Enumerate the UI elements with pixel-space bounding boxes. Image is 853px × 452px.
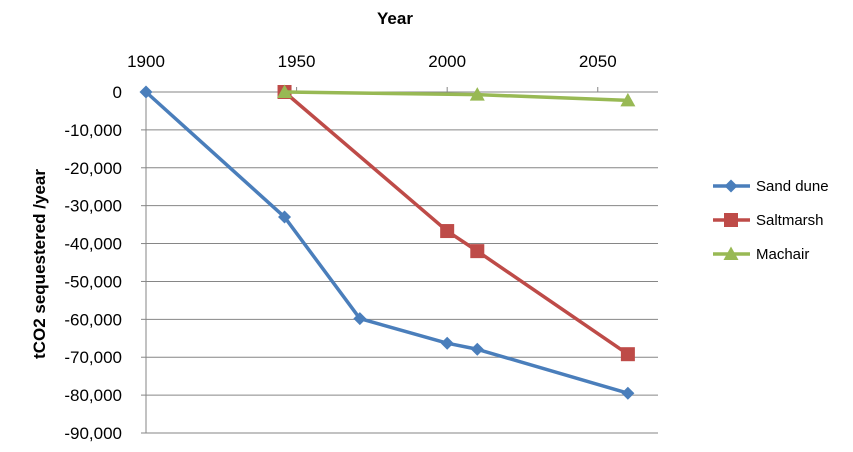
series-machair [277,84,636,107]
legend-label: Machair [756,246,809,263]
legend-item-sand-dune: Sand dune [713,178,829,195]
data-point-saltmarsh [470,244,485,259]
series-sand-dune [139,85,635,400]
legend-label: Saltmarsh [756,212,824,229]
x-axis-title: Year [377,9,413,28]
x-tick-label: 1900 [127,52,165,71]
data-point-sand-dune [139,85,153,99]
x-tick-label: 1950 [278,52,316,71]
y-tick-label: -10,000 [64,121,122,140]
y-tick-label: -20,000 [64,159,122,178]
y-tick-label: 0 [113,83,122,102]
y-tick-label: -80,000 [64,386,122,405]
legend-marker [724,179,738,193]
data-point-machair [469,87,485,101]
x-tick-label: 2050 [579,52,617,71]
legend-marker [723,246,739,260]
y-tick-label: -70,000 [64,348,122,367]
data-point-sand-dune [353,312,367,326]
legend-item-saltmarsh: Saltmarsh [713,212,824,229]
data-point-saltmarsh [620,347,635,362]
y-tick-label: -90,000 [64,424,122,443]
x-tick-label: 2000 [428,52,466,71]
y-tick-label: -50,000 [64,272,122,291]
data-point-sand-dune [440,336,454,350]
data-point-sand-dune [278,210,292,224]
data-point-machair [620,92,636,107]
y-tick-label: -40,000 [64,235,122,254]
series-line-machair [284,90,628,103]
series-lines [139,84,636,400]
axes: 0 -10,000 -20,000 -30,000 -40,000 -50,000 -60,… [64,52,658,443]
legend: Sand dune Saltmarsh Machair [713,178,829,263]
legend-marker [724,213,738,227]
y-tick-label: -30,000 [64,197,122,216]
data-point-saltmarsh [440,224,455,239]
data-point-sand-dune [470,342,484,356]
data-point-machair [277,84,293,98]
legend-item-machair: Machair [713,246,809,263]
series-line-saltmarsh [283,90,629,356]
y-axis-title: tCO2 sequestered /year [30,169,49,359]
legend-label: Sand dune [756,178,829,195]
gridlines [146,129,658,434]
y-tick-label: -60,000 [64,310,122,329]
series-line-sand-dune [144,90,629,395]
data-point-sand-dune [621,386,635,400]
